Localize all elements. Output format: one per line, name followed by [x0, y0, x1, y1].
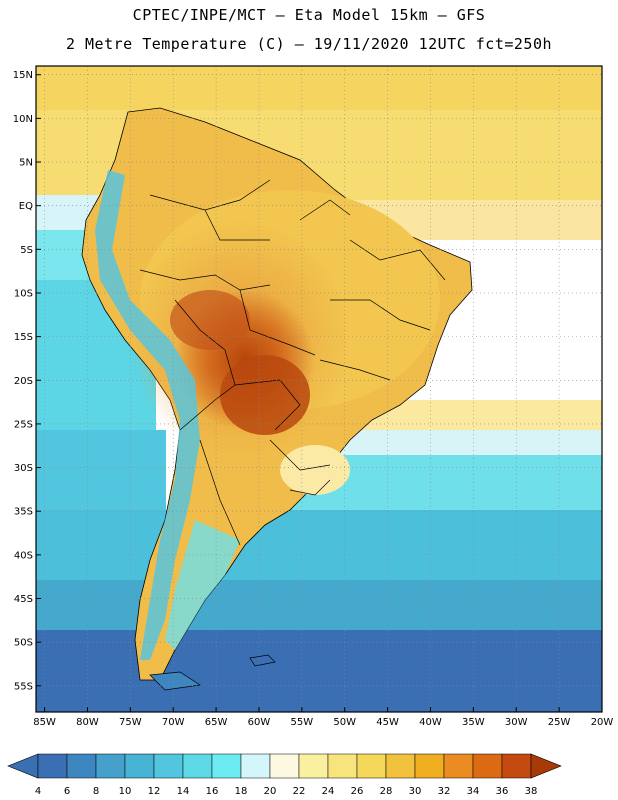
map-field — [36, 66, 602, 712]
colorbar-arrow-high — [530, 753, 562, 779]
country-borders — [139, 179, 446, 546]
colorbar-label: 6 — [64, 786, 70, 797]
colorbar-swatch — [37, 753, 68, 779]
lon-label: 55W — [291, 717, 314, 728]
colorbar-label: 38 — [525, 786, 538, 797]
lon-label: 85W — [33, 717, 56, 728]
colorbar-label: 36 — [496, 786, 509, 797]
lat-label: 15N — [13, 70, 33, 81]
lat-label: 50S — [14, 638, 33, 649]
lat-label: 55S — [14, 681, 33, 692]
colorbar-arrow-low — [7, 753, 39, 779]
colorbar-label: 18 — [235, 786, 248, 797]
colorbar-swatch — [385, 753, 416, 779]
colorbar-label: 26 — [351, 786, 364, 797]
lat-label: 5N — [19, 158, 33, 169]
colorbar-swatch — [501, 753, 532, 779]
colorbar-label: 30 — [409, 786, 422, 797]
colorbar-label: 4 — [35, 786, 41, 797]
colorbar-swatch — [240, 753, 271, 779]
colorbar-swatch — [472, 753, 503, 779]
colorbar-swatch — [124, 753, 155, 779]
colorbar-swatch — [298, 753, 329, 779]
lat-label: 40S — [14, 550, 33, 561]
colorbar-swatch — [327, 753, 358, 779]
lat-label: 5S — [20, 245, 33, 256]
lon-label: 45W — [376, 717, 399, 728]
colorbar-label: 34 — [467, 786, 480, 797]
longitude-labels: 85W 80W 75W 70W 65W 60W 55W 50W 45W 40W 35W 30W 25W 2… — [33, 707, 613, 728]
andes-cool-strip — [95, 170, 200, 660]
lat-label: 10N — [13, 114, 33, 125]
colorbar-label: 12 — [148, 786, 161, 797]
colorbar-swatch — [443, 753, 474, 779]
colorbar-swatch — [95, 753, 126, 779]
lon-label: 25W — [548, 717, 571, 728]
lon-label: 30W — [505, 717, 528, 728]
colorbar: 4 6 8 10 12 14 16 18 20 22 24 26 28 30 32 34 36 38 — [7, 753, 562, 797]
lat-label: 35S — [14, 507, 33, 518]
lat-label: 25S — [14, 419, 33, 430]
map-frame — [35, 65, 603, 713]
lon-label: 20W — [591, 717, 614, 728]
lat-label: 20S — [14, 376, 33, 387]
lat-label: 15S — [14, 332, 33, 343]
colorbar-label: 22 — [293, 786, 306, 797]
lat-label: 45S — [14, 594, 33, 605]
temperature-map: 15N 10N 5N EQ 5S 10S 15S 20S 25S 30S 35S 40S 45S 50S 5… — [13, 65, 613, 728]
lon-label: 75W — [119, 717, 142, 728]
lat-label: 30S — [14, 463, 33, 474]
colorbar-label: 32 — [438, 786, 451, 797]
colorbar-label: 28 — [380, 786, 393, 797]
title-line-1: CPTEC/INPE/MCT – Eta Model 15km – GFS — [132, 6, 486, 24]
lon-label: 40W — [419, 717, 442, 728]
lat-label: EQ — [19, 201, 33, 212]
lon-label: 60W — [248, 717, 271, 728]
latitude-labels: 15N 10N 5N EQ 5S 10S 15S 20S 25S 30S 35S 40S 45S 50S 5… — [13, 70, 41, 692]
tierra-del-fuego — [149, 671, 201, 691]
colorbar-swatch — [269, 753, 300, 779]
lon-label: 50W — [333, 717, 356, 728]
title-line-2: 2 Metre Temperature (C) – 19/11/2020 12U… — [65, 35, 553, 53]
lat-label: 10S — [14, 288, 33, 299]
colorbar-swatch — [153, 753, 184, 779]
colorbar-label: 14 — [177, 786, 190, 797]
colorbar-label: 10 — [119, 786, 132, 797]
lon-label: 65W — [205, 717, 228, 728]
colorbar-label: 20 — [264, 786, 277, 797]
colorbar-label: 16 — [206, 786, 219, 797]
colorbar-swatch — [414, 753, 445, 779]
lon-label: 80W — [76, 717, 99, 728]
colorbar-swatch — [356, 753, 387, 779]
lon-label: 35W — [462, 717, 485, 728]
colorbar-label: 8 — [93, 786, 99, 797]
colorbar-label: 24 — [322, 786, 335, 797]
colorbar-swatch — [182, 753, 213, 779]
lon-label: 70W — [162, 717, 185, 728]
colorbar-swatch — [66, 753, 97, 779]
colorbar-swatch — [211, 753, 242, 779]
falkland-islands — [249, 654, 276, 667]
